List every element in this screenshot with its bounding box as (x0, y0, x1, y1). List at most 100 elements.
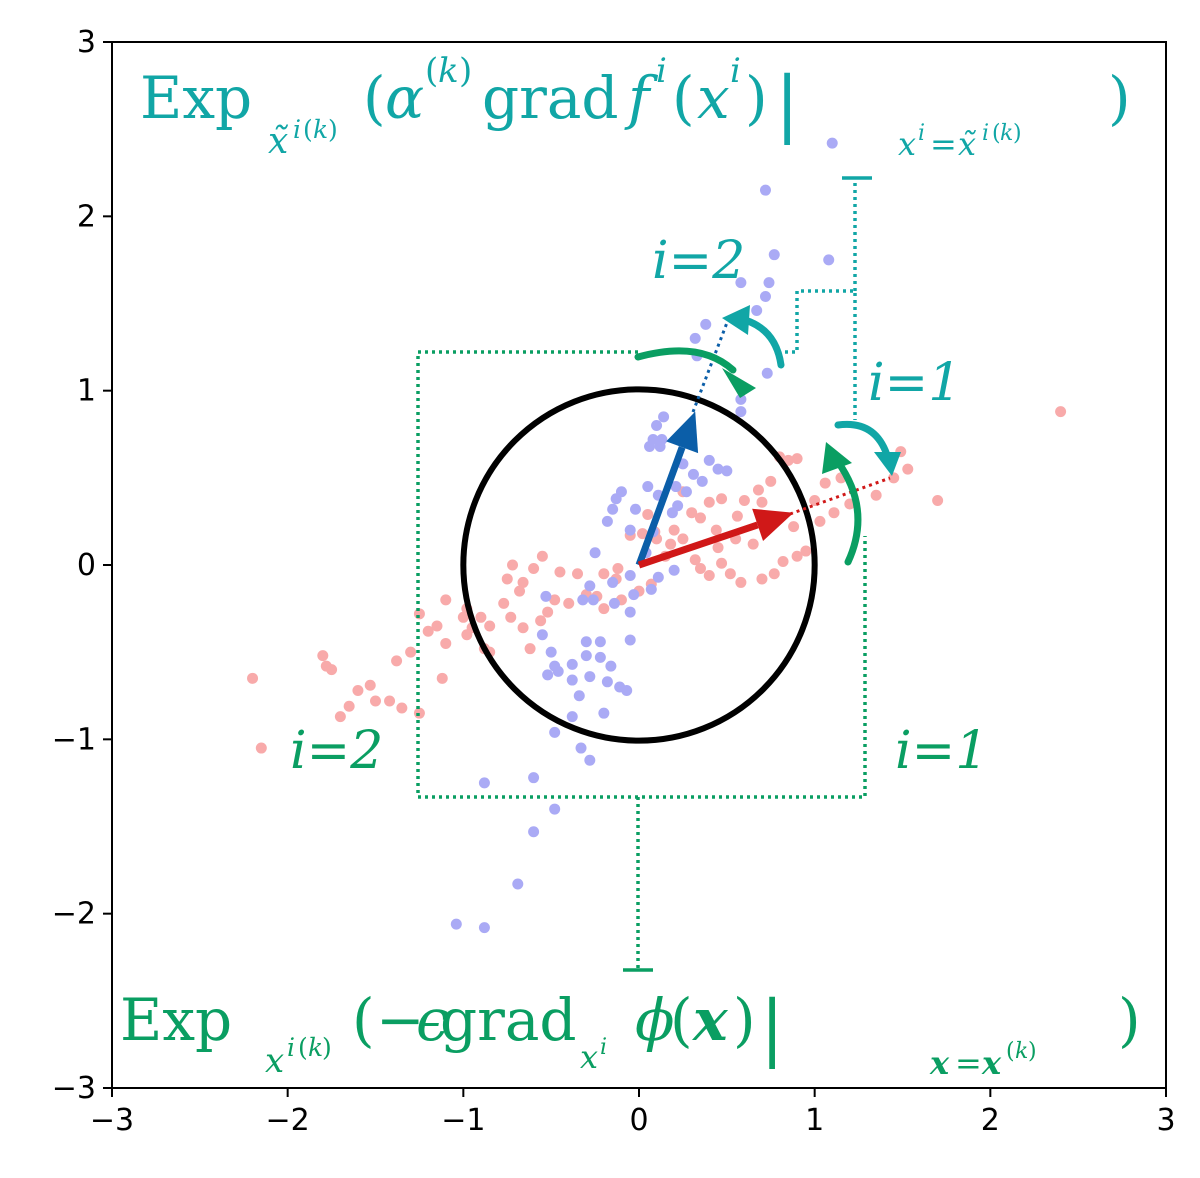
blue-point (607, 503, 619, 515)
blue-point (735, 393, 747, 405)
red-point (370, 695, 381, 707)
svg-text:k: k (438, 51, 459, 91)
red-point (712, 542, 724, 554)
blue-point (512, 878, 524, 890)
red-point (320, 660, 332, 672)
blue-point (566, 674, 578, 686)
svg-text:x: x (697, 64, 730, 132)
red-point (703, 569, 715, 581)
curved-arrows (634, 305, 901, 566)
red-point (536, 550, 548, 562)
y-tick-label: 2 (77, 199, 96, 234)
red-point (440, 637, 452, 649)
svg-text:i: i (982, 121, 989, 146)
blue-point (666, 507, 678, 519)
svg-text:Exp: Exp (120, 986, 232, 1054)
blue-point (478, 777, 490, 789)
blue-point (584, 754, 596, 766)
green-i2-label: i=2 (290, 721, 383, 781)
red-point (637, 528, 649, 540)
teal-i1-label: i=1 (868, 353, 961, 413)
y-tick-label: −3 (52, 1071, 96, 1106)
blue-point (680, 486, 692, 498)
red-point (396, 702, 408, 714)
svg-text:f: f (624, 64, 659, 132)
red-point (247, 672, 259, 684)
unit-circle (460, 386, 818, 744)
red-point (440, 594, 452, 606)
red-point (768, 568, 780, 580)
red-point (828, 507, 840, 519)
blue-point (601, 676, 613, 688)
red-point (668, 524, 680, 536)
red-point (738, 494, 750, 506)
red-point (677, 533, 689, 545)
red-point (563, 597, 575, 609)
red-point (777, 556, 789, 568)
blue-point (689, 332, 701, 344)
blue-point (700, 318, 712, 330)
blue-point (549, 803, 561, 815)
blue-point (712, 463, 724, 475)
red-point (765, 475, 777, 487)
blue-point (703, 454, 715, 466)
svg-text:): ) (1118, 986, 1141, 1054)
blue-point (629, 503, 641, 515)
red-point (756, 496, 768, 508)
svg-text:|: | (760, 985, 784, 1069)
svg-text:): ) (733, 986, 756, 1054)
teal-curved-arrow-right-head (874, 452, 901, 476)
red-point (788, 521, 800, 533)
x-tick-label: −1 (441, 1103, 485, 1138)
red-point (694, 562, 706, 574)
blue-point (450, 918, 462, 930)
blue-point (687, 468, 699, 480)
blue-point (552, 665, 564, 677)
red-point (498, 597, 510, 609)
red-point (888, 472, 900, 484)
blue-point (624, 634, 636, 646)
svg-text:−: − (376, 986, 425, 1054)
vectors-layer (635, 411, 794, 569)
svg-text:grad: grad (482, 64, 619, 132)
red-point (747, 538, 759, 550)
svg-text:α: α (385, 64, 424, 132)
green-curved-arrow-top (634, 347, 737, 374)
blue-point (654, 440, 666, 452)
x-tick-label: −3 (90, 1103, 134, 1138)
ticks-layer: −3 −2 −1 0 1 2 3 −3 −2 −1 0 1 2 3 (52, 25, 1176, 1138)
red-point (528, 562, 540, 574)
svg-text:x: x (929, 1044, 950, 1082)
blue-point (624, 524, 636, 536)
svg-text:(: ( (672, 64, 695, 132)
green-curved-arrow-right-head (822, 442, 852, 474)
red-point (542, 606, 554, 618)
blue-point (605, 660, 617, 672)
red-point (710, 524, 722, 536)
blue-point (621, 685, 633, 697)
svg-text:): ) (745, 64, 768, 132)
red-point (352, 685, 364, 697)
y-tick-label: 3 (77, 25, 96, 60)
svg-text:k: k (1000, 121, 1013, 146)
green-curved-arrow-right (834, 458, 862, 566)
blue-point (566, 658, 578, 670)
red-point (384, 695, 396, 707)
blue-point (566, 711, 578, 723)
blue-point (594, 636, 606, 648)
teal-bracket (785, 178, 857, 420)
blue-point (587, 594, 599, 606)
red-point (554, 566, 566, 578)
blue-point (584, 671, 596, 683)
blue-point (545, 646, 557, 658)
red-point (870, 489, 882, 501)
svg-text:x̃: x̃ (958, 125, 977, 163)
red-point (255, 742, 267, 754)
x-tick-label: 3 (1156, 1103, 1175, 1138)
svg-text:x̃: x̃ (268, 121, 288, 162)
red-point (517, 622, 529, 634)
blue-point (528, 772, 540, 784)
svg-text:(: ( (298, 1033, 308, 1062)
blue-point (826, 137, 838, 149)
